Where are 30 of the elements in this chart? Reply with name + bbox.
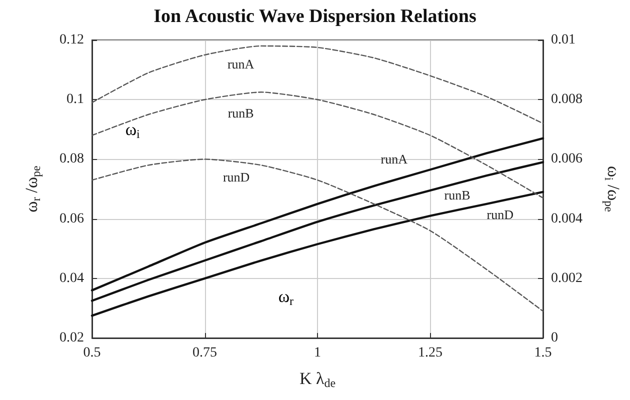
series-label: runD <box>222 170 250 185</box>
x-tick-label: 1 <box>314 346 321 360</box>
y2-tick-label: 0.01 <box>551 32 576 48</box>
line-series <box>91 45 544 124</box>
y-tick-label: 0.12 <box>60 32 84 48</box>
x-tick-label: 0.75 <box>192 346 217 360</box>
line-series <box>91 92 544 199</box>
y2-tick-label: 0.006 <box>551 152 582 167</box>
y-tick-label: 0.02 <box>60 330 84 346</box>
x-tick-label: 0.5 <box>83 346 101 360</box>
y2-axis-title: ωi /ωpe <box>602 166 623 212</box>
y-tick-label: 0.06 <box>60 211 84 226</box>
y2-tick-label: 0 <box>551 330 558 346</box>
series-label: runB <box>444 187 471 202</box>
y2-tick-label: 0.002 <box>551 270 582 286</box>
chart-title: Ion Acoustic Wave Dispersion Relations <box>154 6 476 27</box>
y-tick-label: 0.1 <box>66 92 84 108</box>
series-label: runA <box>227 56 255 72</box>
y-axis-title: ωr /ωpe <box>22 166 43 212</box>
line-series <box>90 137 544 292</box>
series-label: runB <box>228 106 254 121</box>
series-label: runD <box>486 206 514 222</box>
x-tick-label: 1.25 <box>418 346 442 360</box>
y-tick-label: 0.04 <box>60 270 84 286</box>
line-series <box>90 190 544 317</box>
series-label: runA <box>380 152 408 167</box>
y-tick-label: 0.08 <box>60 152 84 167</box>
x-tick-label: 1.5 <box>534 346 552 360</box>
y2-tick-label: 0.008 <box>551 92 582 108</box>
y2-tick-label: 0.004 <box>551 211 582 226</box>
